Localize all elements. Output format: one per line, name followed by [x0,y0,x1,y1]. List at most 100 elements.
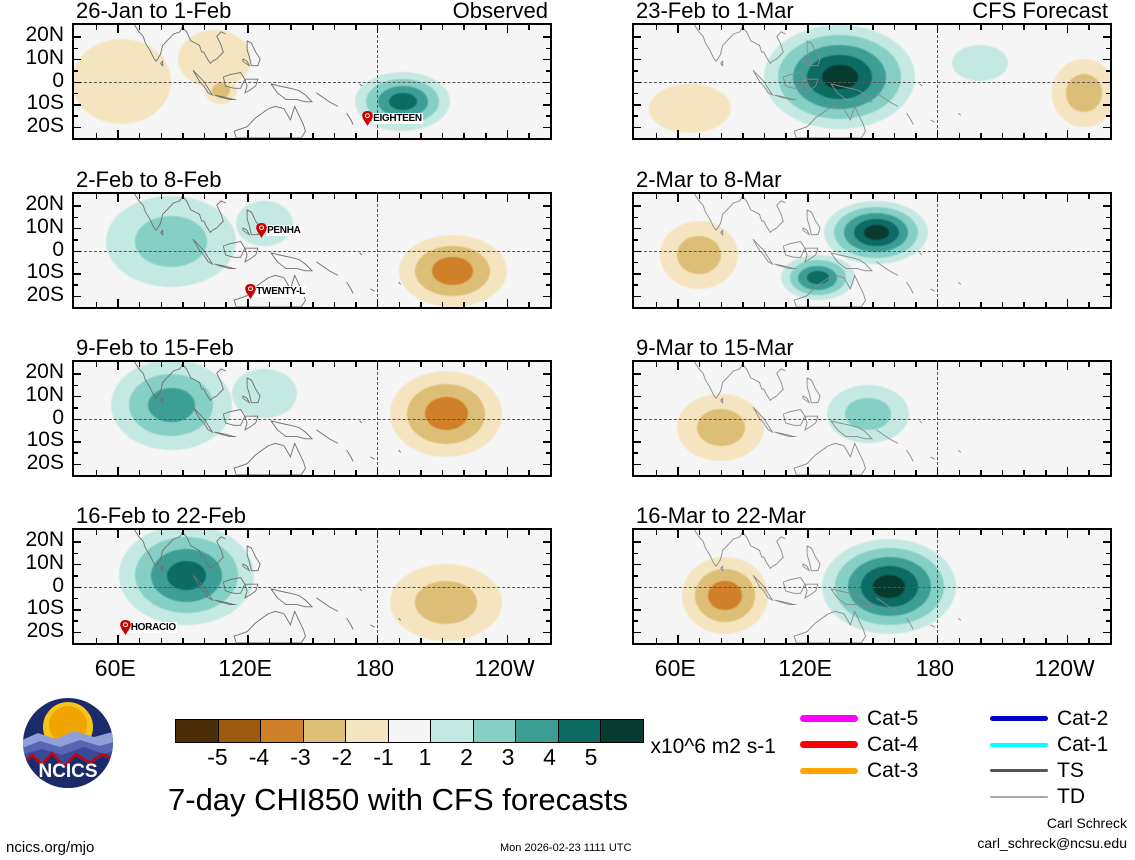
x-tick [247,194,249,202]
y-tick [1106,70,1110,72]
x-tick [1066,635,1069,643]
x-tick [138,194,141,199]
x-tick [290,530,292,535]
x-tick [720,194,723,199]
x-tick [463,470,465,475]
x-tick [1066,530,1069,538]
x-tick [1001,133,1004,138]
x-tick [1066,362,1069,370]
x-tick [655,194,658,199]
y-tick [546,452,550,454]
y-tick [546,92,550,95]
x-tick [1001,530,1004,535]
x-tick [677,25,679,33]
x-tick [785,470,787,475]
x-tick [398,638,401,643]
x-tick [528,302,530,307]
x-tick [872,194,874,199]
tropical-cyclone-icon [255,222,268,239]
x-tick [915,133,917,138]
x-tick [420,362,422,367]
storm-marker[interactable]: HORACIO [119,619,177,636]
x-tick [312,25,314,30]
y-tick [74,609,81,611]
x-tick [160,133,163,138]
x-tick [268,530,271,535]
x-tick [1023,470,1025,475]
contour-negative-1 [649,83,732,134]
x-tick [677,635,679,643]
x-tick [441,302,444,307]
x-tick [463,302,465,307]
x-tick [312,530,314,535]
x-tick [506,299,509,307]
x-tick [182,638,184,643]
author-email[interactable]: carl_schreck@ncsu.edu [977,835,1127,851]
colorbar-swatch-7 [430,719,474,743]
site-url[interactable]: ncics.org/mjo [6,839,95,856]
y-tick [634,407,638,409]
y-tick [74,429,78,432]
legend-item-cat-3: Cat-3 [800,760,918,781]
tropical-cyclone-icon [361,110,374,127]
y-tick [1103,58,1110,61]
x-tick [958,530,961,535]
x-tick [117,530,119,538]
x-tick [850,362,852,367]
x-tick [420,530,422,535]
x-tick [138,133,141,138]
x-tick [355,362,357,367]
y-tick [543,205,550,207]
x-tick [763,194,766,199]
x-tick [698,362,701,367]
y-axis-label: 20S [26,282,64,306]
x-tick [463,638,465,643]
x-tick [225,530,227,535]
x-tick [1045,133,1047,138]
x-tick [893,302,896,307]
x-tick [398,530,401,535]
x-tick [807,25,809,33]
storm-marker[interactable]: TWENTY-L [244,283,306,300]
x-tick [763,530,766,535]
y-tick [1106,597,1110,600]
y-tick [74,58,81,61]
x-tick [1066,194,1069,202]
x-tick [893,530,896,535]
x-tick [333,25,336,30]
x-tick [506,467,509,475]
x-tick [655,530,658,535]
x-tick [850,25,852,30]
meridian-180-line [376,25,378,138]
y-tick [634,373,641,375]
x-tick [247,362,249,370]
y-axis-label: 10S [26,596,64,620]
x-tick [980,638,982,643]
map-fcst-1 [632,23,1112,140]
storm-marker[interactable]: PENHA [255,222,302,239]
x-tick [441,194,444,199]
x-tick [915,470,917,475]
y-tick [74,418,81,420]
x-tick [698,25,701,30]
storm-marker[interactable]: EIGHTEEN [361,110,423,127]
x-tick [720,638,723,643]
colorbar-swatch-1 [175,719,219,743]
map-obs-2: PENHA TWENTY-L [72,192,552,309]
y-tick [1103,126,1110,129]
x-tick [763,470,766,475]
y-tick [543,609,550,611]
x-tick [420,133,422,138]
x-tick [290,25,292,30]
x-tick [1088,362,1090,367]
x-tick [958,362,961,367]
contour-positive-1 [231,368,297,419]
x-tick [698,638,701,643]
y-tick [543,441,550,443]
legend-swatch [800,767,858,774]
x-tick [893,194,896,199]
y-tick [634,418,641,420]
contour-positive-2 [844,397,891,431]
x-tick [1088,25,1090,30]
x-axis-label: 120E [778,655,832,681]
